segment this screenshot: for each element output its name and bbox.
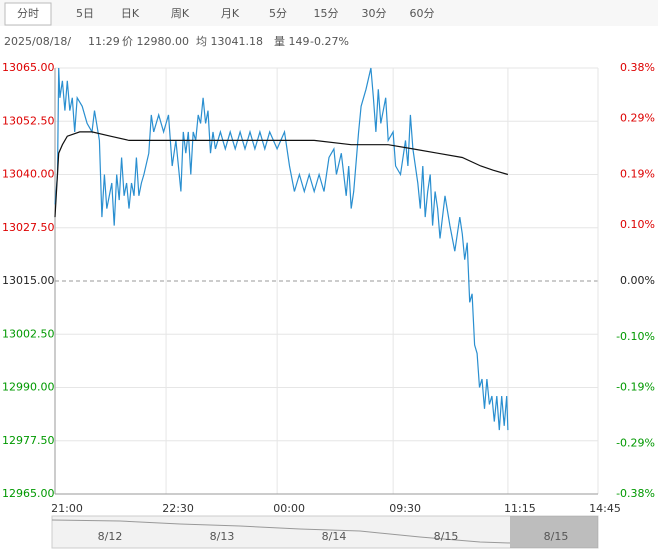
y2-tick-label: 0.00%	[620, 274, 655, 287]
price-line	[54, 67, 509, 431]
y-tick-label: 12977.50	[2, 434, 55, 447]
y-tick-label: 13040.00	[2, 168, 55, 181]
navigator-label: 8/15	[434, 530, 459, 543]
y2-tick-label: -0.29%	[616, 437, 655, 450]
tab[interactable]: 60分	[410, 7, 435, 20]
navigator-label: 8/12	[98, 530, 123, 543]
tab[interactable]: 月K	[221, 7, 240, 20]
navigator-label: 8/15	[544, 530, 569, 543]
navigator-label: 8/13	[210, 530, 235, 543]
y-tick-label: 13052.50	[2, 114, 55, 127]
x-tick-label: 09:30	[389, 502, 421, 515]
info-field: 量 149	[274, 35, 310, 48]
info-field: 均 13041.18	[196, 35, 263, 48]
y-tick-label: 13027.50	[2, 221, 55, 234]
navigator-selection	[510, 516, 598, 548]
y2-tick-label: 0.38%	[620, 61, 655, 74]
x-tick-label: 11:15	[504, 502, 536, 515]
navigator-label: 8/14	[322, 530, 347, 543]
tab[interactable]: 5分	[269, 7, 287, 20]
navigator-line	[51, 519, 511, 544]
x-tick-label: 14:45	[589, 502, 621, 515]
y2-tick-label: 0.19%	[620, 168, 655, 181]
info-field: 2025/08/18/	[4, 35, 71, 48]
y2-tick-label: -0.19%	[616, 381, 655, 394]
x-tick-label: 22:30	[162, 502, 194, 515]
tab-bar	[0, 0, 658, 26]
y-tick-label: 12965.00	[2, 487, 55, 500]
y2-tick-label: -0.38%	[616, 487, 655, 500]
y-tick-label: 13015.00	[2, 274, 55, 287]
tab[interactable]: 周K	[171, 7, 190, 20]
y-tick-label: 13065.00	[2, 61, 55, 74]
tab-selected	[4, 2, 52, 26]
x-tick-label: 21:00	[51, 502, 83, 515]
y2-tick-label: 0.29%	[620, 111, 655, 124]
info-field: 价 12980.00	[122, 35, 189, 48]
tab[interactable]: 日K	[121, 7, 140, 20]
y-tick-label: 13002.50	[2, 327, 55, 340]
y2-tick-label: 0.10%	[620, 218, 655, 231]
tab[interactable]: 分时	[17, 7, 39, 20]
y-tick-label: 12990.00	[2, 381, 55, 394]
tab[interactable]: 15分	[314, 7, 339, 20]
tab[interactable]: 5日	[76, 7, 94, 20]
info-field: 11:29	[88, 35, 120, 48]
x-tick-label: 00:00	[273, 502, 305, 515]
average-line	[54, 131, 509, 218]
tab[interactable]: 30分	[362, 7, 387, 20]
info-field: -0.27%	[310, 35, 349, 48]
y2-tick-label: -0.10%	[616, 330, 655, 343]
